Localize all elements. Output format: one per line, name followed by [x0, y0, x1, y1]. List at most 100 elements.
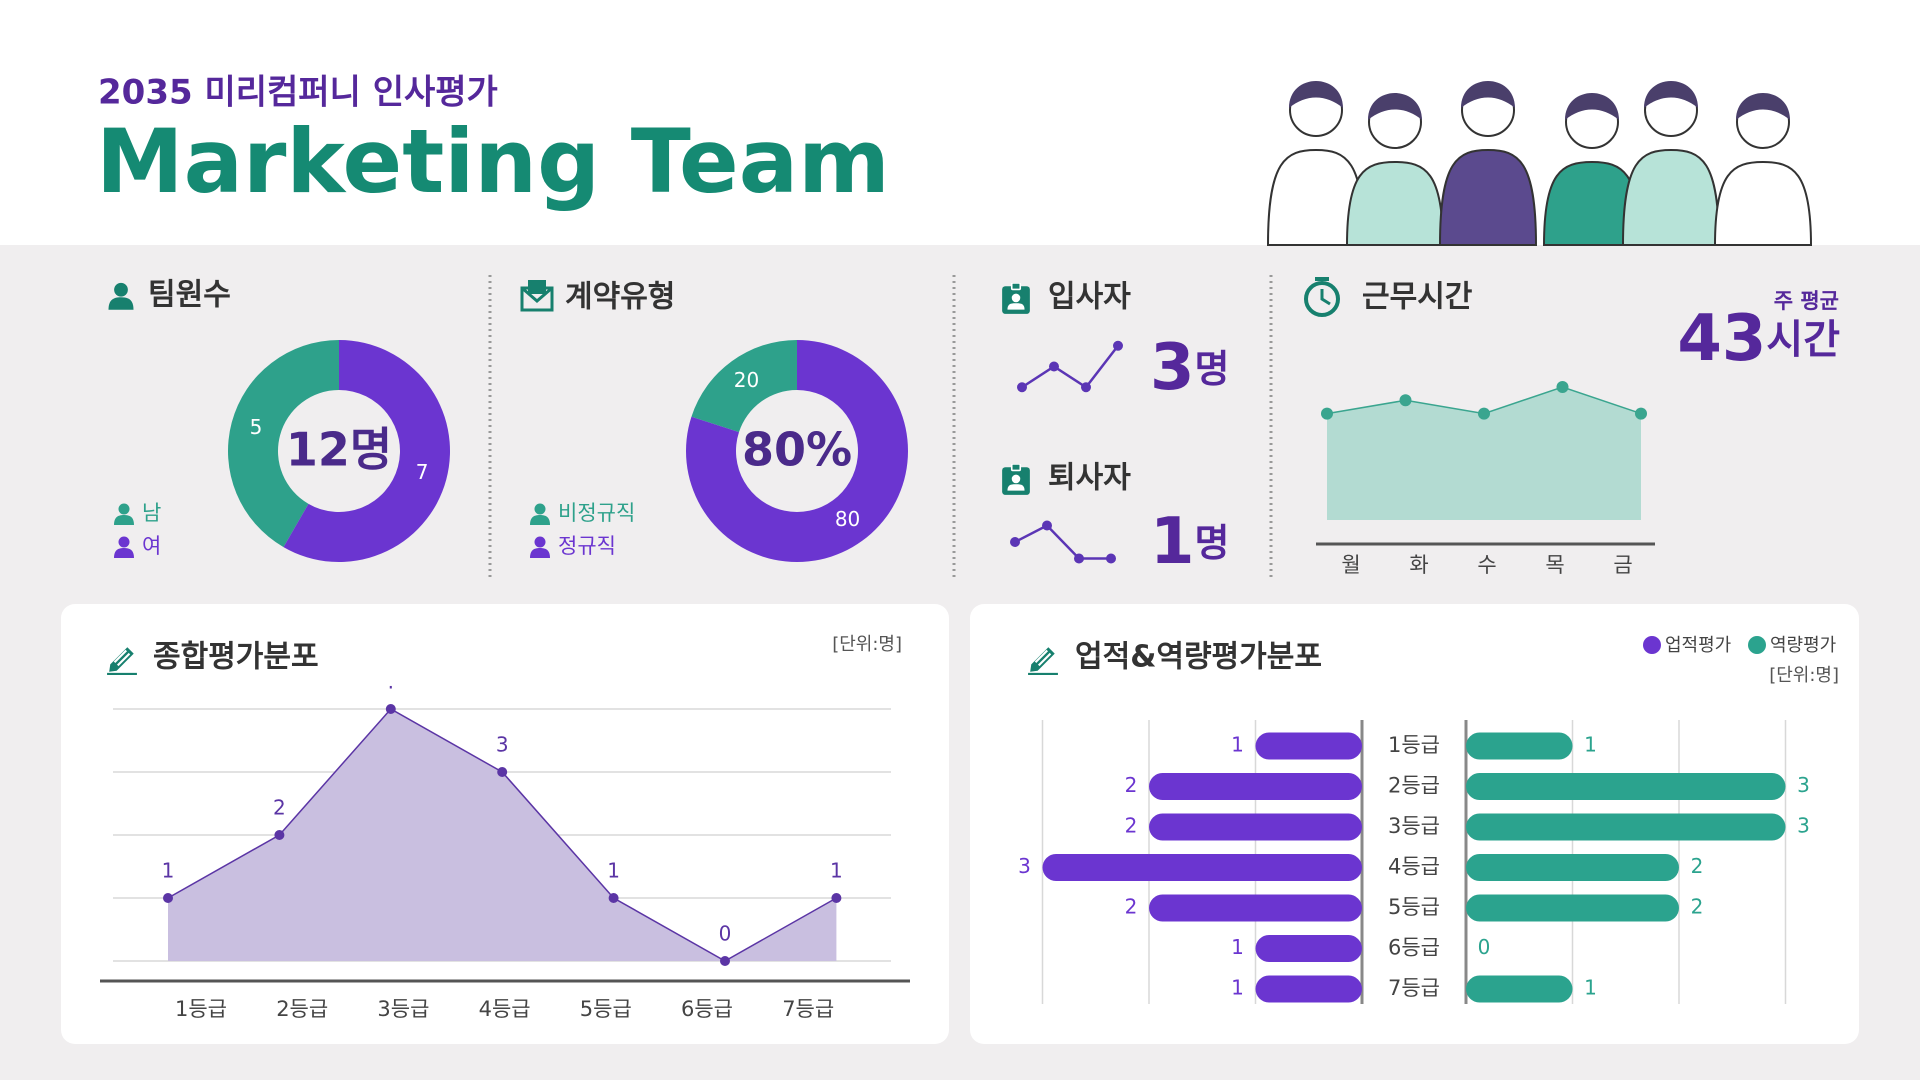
- point: [831, 893, 842, 903]
- person-hair: [1736, 93, 1790, 120]
- icon: [520, 280, 554, 312]
- person-hair: [1565, 93, 1619, 120]
- subtitle: 2035 미리컴퍼니 인사평가: [98, 73, 498, 113]
- bar: [1042, 854, 1362, 881]
- value-label: 2: [1125, 773, 1138, 797]
- value-label: 80: [835, 507, 860, 531]
- value-label: 2: [273, 796, 286, 820]
- bar: [1255, 935, 1362, 962]
- total: 1명: [1150, 505, 1230, 579]
- section-title: 종합평가분포: [153, 640, 319, 675]
- donut-segment: [227, 340, 339, 548]
- legend-label: 역량평가: [1770, 635, 1836, 656]
- point: [497, 767, 508, 777]
- donut-segment: [283, 340, 450, 562]
- x-tick-label: 수: [1477, 553, 1496, 577]
- point: [385, 704, 396, 714]
- category-label: 4등급: [1388, 855, 1440, 879]
- point: [1113, 340, 1123, 351]
- legend-swatch: [1643, 636, 1661, 654]
- category-label: 2등급: [1388, 774, 1440, 798]
- legend-label: 비정규직: [558, 501, 635, 525]
- value-label: 3: [1797, 814, 1810, 838]
- line: [1021, 344, 1119, 389]
- point: [1106, 553, 1116, 564]
- person-hair: [1644, 81, 1698, 108]
- donut-segment: [686, 340, 908, 562]
- value-label: 0: [719, 922, 732, 946]
- point: [1081, 382, 1091, 393]
- point: [1478, 407, 1490, 420]
- value-label: 1: [1231, 733, 1244, 757]
- total-unit: 명: [1195, 347, 1230, 391]
- value-label: 1: [1231, 976, 1244, 1000]
- area: [1327, 387, 1641, 520]
- x-tick-label: 5등급: [580, 997, 632, 1021]
- bar: [1149, 773, 1362, 800]
- bar: [1466, 732, 1573, 760]
- bar: [1255, 975, 1362, 1003]
- person-body: [1438, 148, 1538, 246]
- category-label: 5등급: [1388, 895, 1440, 919]
- x-tick-label: 3등급: [377, 997, 429, 1021]
- unit-note: [단위:명]: [1769, 665, 1839, 686]
- person-hair: [1461, 81, 1515, 108]
- bar: [1466, 894, 1679, 922]
- point: [1017, 382, 1027, 393]
- section-title: 계약유형: [565, 280, 675, 315]
- value-label: 2: [1691, 854, 1704, 878]
- value-label: 20: [734, 368, 759, 392]
- person-body: [1345, 160, 1445, 246]
- x-tick-label: 월: [1341, 553, 1360, 577]
- icon: [1304, 277, 1340, 317]
- category-label: 1등급: [1388, 733, 1440, 757]
- point: [1010, 537, 1020, 547]
- point: [608, 893, 619, 903]
- point: [1556, 381, 1569, 393]
- legend-label: 업적평가: [1665, 635, 1731, 656]
- legend-swatch: [1748, 636, 1766, 654]
- people-illustration: [1266, 81, 1813, 246]
- x-tick-label: 6등급: [681, 997, 733, 1021]
- summary-label: 주 평균: [1774, 289, 1839, 313]
- x-tick-label: 2등급: [276, 997, 328, 1021]
- donut-segment: [691, 340, 797, 433]
- total-unit: 명: [1195, 521, 1230, 565]
- value-label: 2: [1125, 895, 1138, 919]
- x-tick-label: 화: [1409, 553, 1428, 577]
- summary-number: 43: [1677, 302, 1766, 376]
- center-label: 80%: [742, 423, 852, 477]
- value-label: 1: [162, 859, 175, 883]
- value-label: 7: [416, 460, 429, 484]
- card: [970, 604, 1859, 1044]
- section-title: 업적&역량평가분포: [1075, 640, 1322, 675]
- legend-label: 남: [142, 501, 161, 525]
- value-label: 3: [1018, 854, 1031, 878]
- value-label: 3: [1797, 773, 1810, 797]
- point: [163, 893, 173, 903]
- bar: [1466, 773, 1786, 800]
- person-hair: [1289, 81, 1343, 108]
- value-label: 1: [1584, 976, 1597, 1000]
- legend-label: 정규직: [558, 534, 616, 558]
- value-label: 3: [496, 733, 509, 757]
- value-label: 1: [1231, 935, 1244, 959]
- x-tick-label: 7등급: [782, 997, 834, 1021]
- category-label: 7등급: [1388, 976, 1440, 1000]
- summary-unit: 시간: [1766, 317, 1840, 363]
- value-label: 1: [607, 859, 620, 883]
- bar: [1255, 732, 1362, 760]
- point: [1321, 407, 1333, 420]
- center-label: 12명: [286, 423, 392, 477]
- point: [1049, 361, 1059, 372]
- bar: [1466, 854, 1679, 881]
- section-title: 팀원수: [148, 278, 231, 313]
- summary-value: 43시간: [1677, 302, 1840, 376]
- point: [1042, 520, 1052, 531]
- x-tick-label: 4등급: [479, 997, 531, 1021]
- title: Marketing Team: [96, 110, 890, 213]
- legend-label: 여: [142, 534, 161, 558]
- x-tick-label: 금: [1613, 553, 1632, 577]
- x-tick-label: 목: [1545, 553, 1564, 577]
